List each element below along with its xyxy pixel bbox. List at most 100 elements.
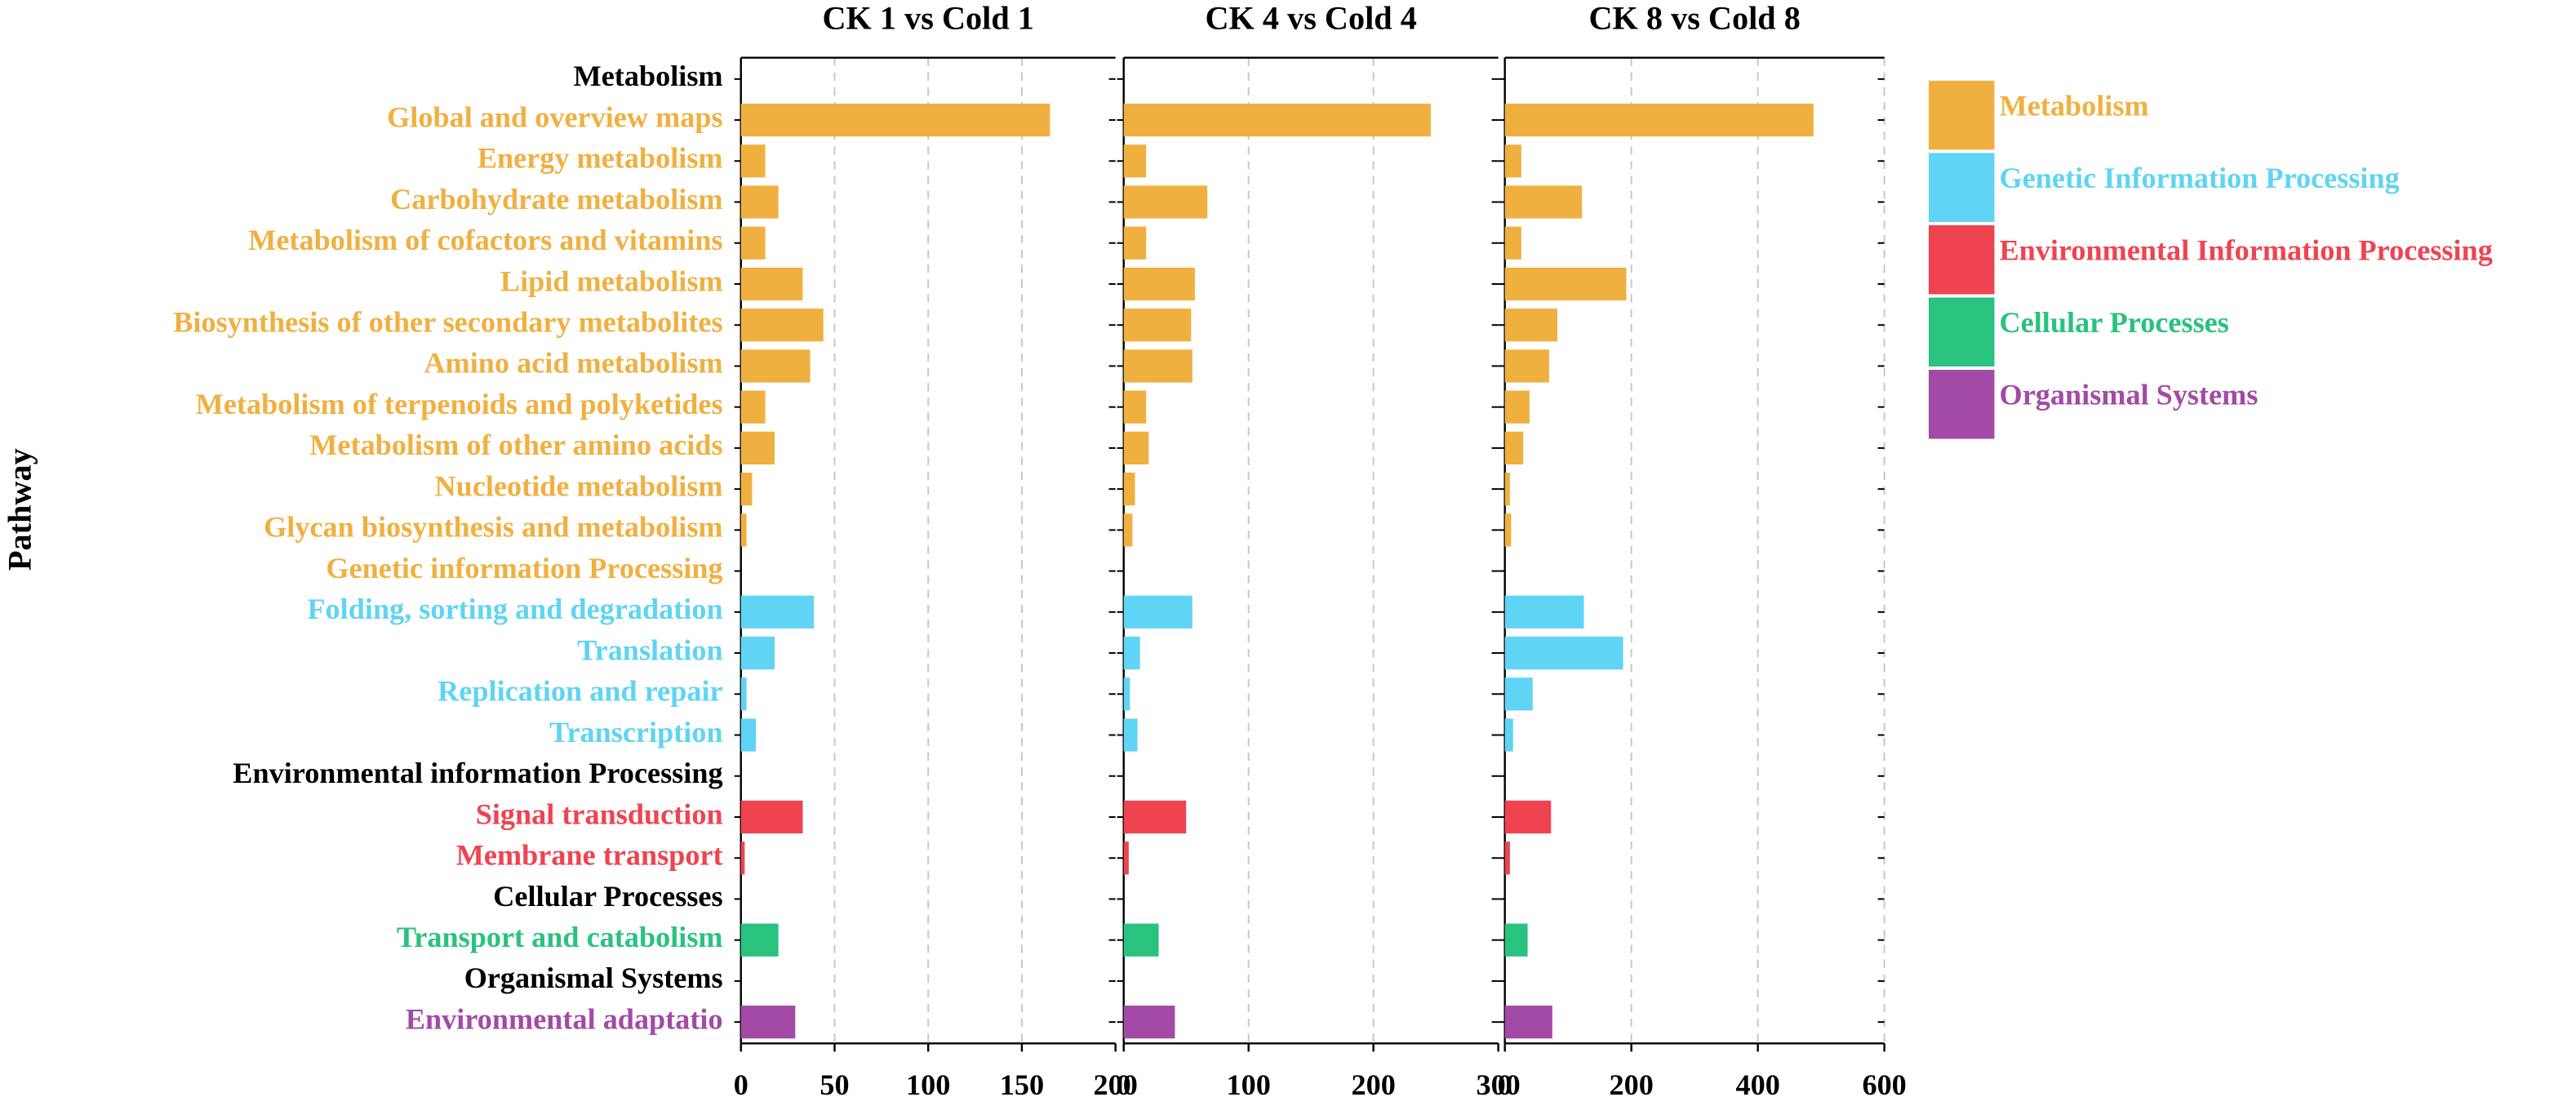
x-tick-label: 0: [1498, 1068, 1512, 1101]
bar: [1504, 103, 1814, 137]
legend-swatch: [1928, 370, 1995, 439]
bar: [1504, 636, 1623, 670]
category-label: Energy metabolism: [477, 142, 723, 175]
category-label: Metabolism of other amino acids: [309, 429, 722, 461]
legend-label: Metabolism: [2000, 89, 2149, 122]
bar: [1123, 473, 1135, 506]
bar: [1123, 513, 1133, 547]
legend-label: Organismal Systems: [2000, 379, 2258, 411]
x-tick-label: 150: [1000, 1068, 1044, 1101]
category-label: Replication and repair: [437, 675, 722, 708]
bar: [740, 309, 824, 342]
category-label: Transcription: [549, 716, 723, 748]
bar: [1123, 636, 1140, 670]
bar: [740, 923, 779, 957]
bar: [740, 595, 815, 629]
bar: [1504, 431, 1524, 465]
legend-label: Environmental Information Processing: [2000, 233, 2493, 266]
bar: [1504, 677, 1533, 711]
category-label: Transport and catabolism: [397, 921, 723, 953]
x-tick-label: 600: [1862, 1068, 1906, 1101]
bar: [1123, 349, 1193, 383]
legend-label: Genetic Information Processing: [2000, 162, 2400, 194]
bar: [740, 431, 775, 465]
bar: [1504, 144, 1521, 178]
bar: [740, 473, 753, 506]
bar: [1123, 390, 1147, 424]
category-label: Metabolism of terpenoids and polyketides: [196, 388, 723, 420]
bar: [1504, 267, 1627, 301]
x-tick-label: 0: [734, 1068, 748, 1101]
bar: [1504, 390, 1530, 424]
bar: [740, 144, 766, 178]
category-label: Glycan biosynthesis and metabolism: [264, 511, 723, 544]
bar: [740, 226, 766, 260]
x-tick-label: 200: [1610, 1068, 1654, 1101]
x-tick-label: 100: [1227, 1068, 1271, 1101]
bar: [740, 842, 745, 875]
bar: [1123, 1006, 1175, 1039]
bar: [740, 390, 766, 424]
bar: [740, 636, 775, 670]
category-label: Folding, sorting and degradation: [307, 593, 722, 625]
bar: [1123, 267, 1195, 301]
y-axis-label: Pathway: [1, 448, 38, 571]
category-label: Metabolism: [574, 60, 723, 92]
bar: [740, 185, 779, 219]
category-label: Cellular Processes: [493, 880, 722, 913]
legend-swatch: [1928, 153, 1995, 222]
bar: [1504, 923, 1528, 957]
legend-swatch: [1928, 80, 1995, 150]
bar: [1123, 923, 1159, 957]
x-tick-label: 100: [906, 1068, 950, 1101]
panel-title: CK 4 vs Cold 4: [1205, 0, 1416, 37]
category-label: Metabolism of cofactors and vitamins: [248, 224, 722, 256]
bar: [740, 677, 747, 711]
bar: [1504, 842, 1510, 875]
x-tick-label: 300: [1476, 1068, 1520, 1101]
category-label: Amino acid metabolism: [424, 347, 722, 380]
bar: [1123, 800, 1187, 834]
category-label: Translation: [577, 633, 722, 666]
bar: [1504, 800, 1552, 834]
bar: [1504, 185, 1583, 219]
bar: [1123, 431, 1149, 465]
bar: [1123, 309, 1192, 342]
bar: [1504, 473, 1510, 506]
x-tick-label: 0: [1117, 1068, 1131, 1101]
category-label: Genetic information Processing: [326, 552, 722, 584]
bar: [740, 349, 811, 383]
bar: [740, 800, 803, 834]
bar: [1123, 103, 1432, 137]
category-label: Nucleotide metabolism: [435, 469, 723, 502]
panel-title: CK 1 vs Cold 1: [822, 0, 1033, 37]
category-label: Carbohydrate metabolism: [390, 183, 722, 215]
category-label: Organismal Systems: [464, 962, 723, 994]
bar: [1123, 185, 1208, 219]
bar: [740, 1006, 796, 1039]
bar: [740, 103, 1050, 137]
x-tick-label: 200: [1093, 1068, 1137, 1101]
bar: [1123, 677, 1130, 711]
bar: [740, 513, 747, 547]
bar: [1504, 595, 1584, 629]
category-label: Biosynthesis of other secondary metaboli…: [173, 306, 722, 339]
bar: [1123, 226, 1147, 260]
x-tick-label: 400: [1735, 1068, 1779, 1101]
category-label: Signal transduction: [476, 797, 723, 830]
bar: [740, 267, 803, 301]
panel-title: CK 8 vs Cold 8: [1588, 0, 1800, 37]
category-label: Environmental information Processing: [233, 757, 722, 789]
x-tick-label: 200: [1351, 1068, 1395, 1101]
x-tick-label: 50: [819, 1068, 849, 1101]
bar: [1504, 718, 1513, 752]
category-label: Environmental adaptatio: [406, 1002, 723, 1035]
bar: [1123, 718, 1138, 752]
bar: [1504, 513, 1512, 547]
category-label: Lipid metabolism: [500, 264, 723, 297]
bar: [1504, 1006, 1552, 1039]
category-label: Membrane transport: [456, 839, 723, 872]
legend-swatch: [1928, 297, 1995, 367]
